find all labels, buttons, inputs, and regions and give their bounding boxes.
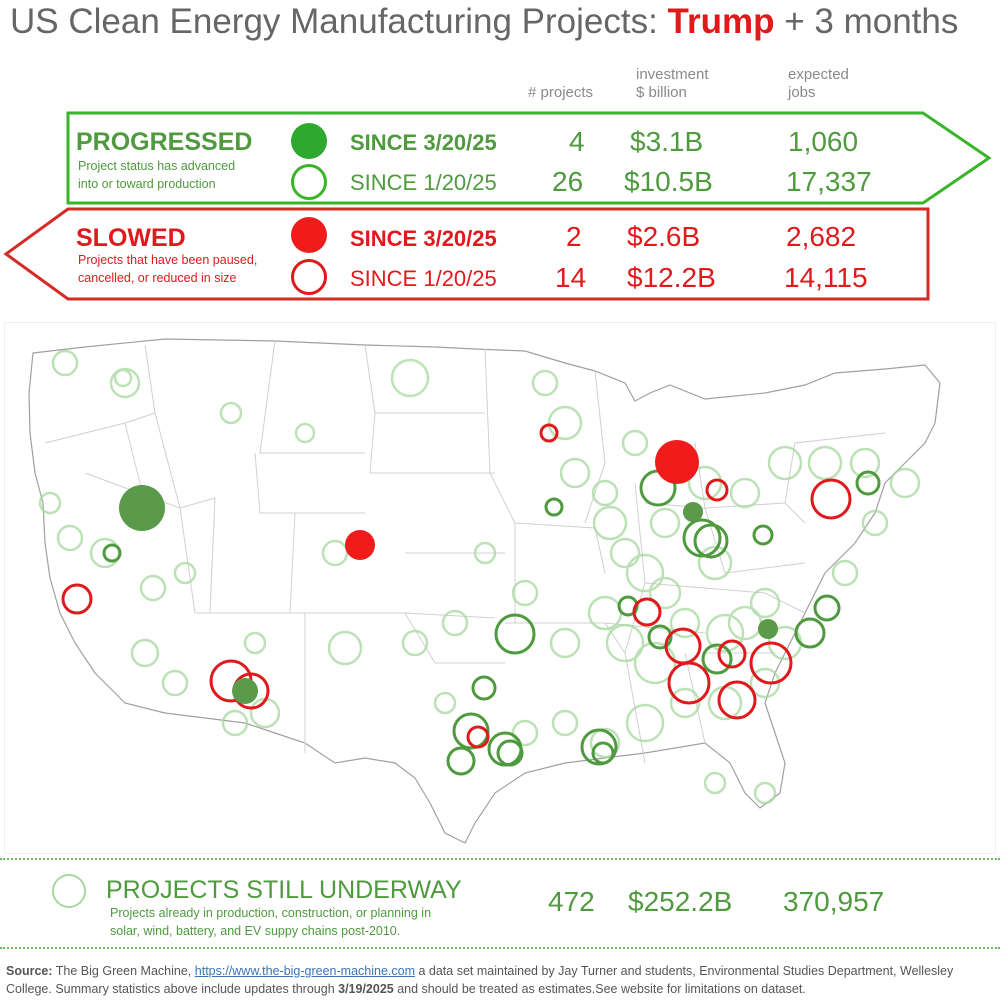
progressed-recent-since: SINCE 3/20/25 xyxy=(350,130,497,155)
progressed-arrow-frame xyxy=(66,111,992,205)
underway-circle-icon xyxy=(52,874,86,908)
progressed-marker-michigan xyxy=(683,502,703,522)
progressed-marker-north-carolina xyxy=(758,619,778,639)
filled-green-circle-icon xyxy=(291,123,327,159)
slowed-marker-michigan xyxy=(655,440,699,484)
underway-desc-1: Projects already in production, construc… xyxy=(110,906,432,920)
underway-projects: 472 xyxy=(548,886,595,917)
slowed-total-jobs: 14,115 xyxy=(784,262,868,293)
slowed-arrow-frame xyxy=(3,207,930,301)
underway-label: PROJECTS STILL UNDERWAY xyxy=(106,876,462,904)
progressed-marker-arizona xyxy=(232,678,258,704)
slowed-marker-colorado xyxy=(345,530,375,560)
state-borders xyxy=(44,340,886,764)
us-map xyxy=(4,322,996,854)
slowed-recent-since: SINCE 3/20/25 xyxy=(350,226,497,251)
progressed-total-projects: 26 xyxy=(552,166,584,197)
filled-red-circle-icon xyxy=(291,217,327,253)
col-header-jobs-2: jobs xyxy=(788,84,816,101)
slowed-total-investment: $12.2B xyxy=(627,262,716,293)
slowed-total-markers xyxy=(61,423,852,749)
progressed-desc-1: Project status has advanced xyxy=(78,159,236,173)
hollow-red-circle-icon xyxy=(291,259,327,295)
slowed-recent-jobs: 2,682 xyxy=(786,221,857,252)
underway-investment: $252.2B xyxy=(628,886,733,917)
slowed-recent-markers xyxy=(345,440,699,560)
slowed-total-projects: 14 xyxy=(555,262,587,293)
slowed-recent-projects: 2 xyxy=(566,221,582,252)
title-highlight: Trump xyxy=(667,2,775,41)
underway-project-markers xyxy=(38,349,921,805)
progressed-recent-markers xyxy=(119,485,778,704)
progressed-desc-2: into or toward production xyxy=(78,177,216,191)
page-title: US Clean Energy Manufacturing Projects: … xyxy=(10,2,959,41)
progressed-recent-projects: 4 xyxy=(569,126,585,157)
progressed-total-markers xyxy=(102,469,881,776)
underway-jobs: 370,957 xyxy=(783,886,885,917)
update-date: 3/19/2025 xyxy=(338,982,394,996)
col-header-investment-2: $ billion xyxy=(636,84,687,101)
underway-desc-2: solar, wind, battery, and EV suppy chain… xyxy=(110,924,401,938)
slowed-desc-1: Projects that have been paused, xyxy=(78,253,258,267)
footer-divider xyxy=(0,947,1000,949)
col-header-investment-1: investment xyxy=(636,66,709,83)
col-header-projects: # projects xyxy=(528,84,594,101)
hollow-green-circle-icon xyxy=(291,164,327,200)
col-header-jobs-1: expected xyxy=(788,66,849,83)
source-label: Source: xyxy=(6,964,53,978)
us-outline xyxy=(28,338,941,844)
progressed-marker-nevada xyxy=(119,485,165,531)
slowed-recent-investment: $2.6B xyxy=(627,221,701,252)
slowed-desc-2: cancelled, or reduced in size xyxy=(78,271,237,285)
progressed-total-jobs: 17,337 xyxy=(786,166,872,197)
source-footer: Source: The Big Green Machine, https://w… xyxy=(6,964,954,996)
section-divider xyxy=(0,858,1000,860)
progressed-total-since: SINCE 1/20/25 xyxy=(350,170,497,195)
slowed-total-since: SINCE 1/20/25 xyxy=(350,266,497,291)
progressed-recent-jobs: 1,060 xyxy=(788,126,859,157)
slowed-label: SLOWED xyxy=(76,224,186,252)
us-map-canvas xyxy=(28,338,941,844)
source-link[interactable]: https://www.the-big-green-machine.com xyxy=(194,964,415,978)
progressed-total-investment: $10.5B xyxy=(624,166,713,197)
progressed-recent-investment: $3.1B xyxy=(630,126,704,157)
status-arrows xyxy=(3,111,992,301)
progressed-label: PROGRESSED xyxy=(76,128,253,156)
